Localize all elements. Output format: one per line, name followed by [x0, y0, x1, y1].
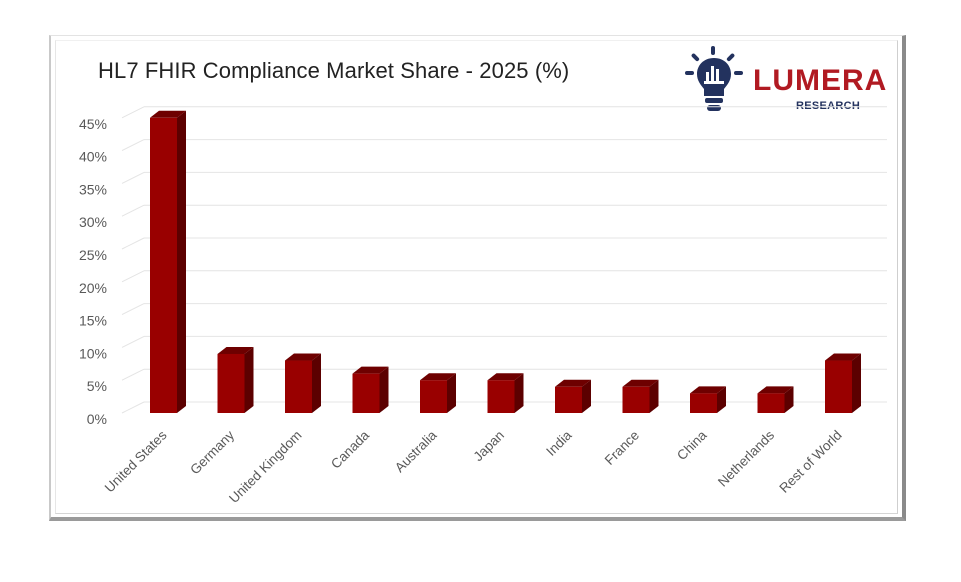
bar-germany	[217, 346, 254, 413]
x-tick-label: Japan	[470, 428, 507, 465]
gridlines	[121, 106, 887, 414]
gridline-depth	[121, 401, 145, 414]
x-tick-label: France	[602, 428, 642, 468]
bar-france	[622, 379, 659, 413]
y-tick-label: 0%	[87, 411, 107, 427]
x-tick-label: Australia	[392, 427, 440, 475]
logo-subtitle: RESEARCH	[796, 100, 861, 112]
chart-frame	[49, 35, 906, 521]
bar-united-kingdom	[285, 353, 321, 413]
gridline-depth	[121, 171, 145, 184]
gridline-depth	[121, 368, 145, 381]
y-tick-label: 20%	[79, 280, 107, 296]
x-tick-label: Canada	[328, 427, 372, 471]
x-tick-label: United States	[102, 427, 170, 495]
bar-netherlands	[757, 386, 794, 413]
bar-japan	[487, 373, 524, 413]
gridline-depth	[121, 106, 145, 119]
y-tick-label: 10%	[79, 345, 107, 361]
x-tick-label: United Kingdom	[226, 428, 305, 507]
y-tick-label: 15%	[79, 313, 107, 329]
gridline-depth	[121, 335, 145, 348]
chart-title: HL7 FHIR Compliance Market Share - 2025 …	[98, 58, 570, 83]
gridline-depth	[121, 139, 145, 152]
bars	[150, 110, 861, 414]
chart-frame-inner-border	[55, 40, 898, 514]
x-tick-label: Netherlands	[715, 427, 777, 489]
gridline-depth	[121, 270, 145, 283]
x-tick-label: Germany	[187, 427, 237, 477]
y-tick-label: 25%	[79, 247, 107, 263]
bar-china	[690, 386, 726, 413]
lightbulb-chart-icon	[685, 46, 743, 111]
gridline-depth	[121, 237, 145, 250]
bar-rest-of-world	[825, 353, 861, 413]
y-tick-label: 35%	[79, 181, 107, 197]
y-tick-label: 40%	[79, 149, 107, 165]
y-tick-label: 5%	[87, 378, 107, 394]
y-axis-ticks: 0% 5% 10% 15% 20% 25% 30% 35% 40% 45%	[79, 116, 107, 427]
bar-canada	[352, 366, 389, 413]
x-tick-label: China	[674, 427, 710, 463]
logo-wordmark: LUMERA	[753, 64, 888, 97]
bar-australia	[420, 373, 456, 413]
y-tick-label: 45%	[79, 116, 107, 132]
x-tick-label: India	[543, 427, 575, 459]
bar-india	[555, 379, 591, 413]
gridline-depth	[121, 303, 145, 316]
x-tick-label: Rest of World	[776, 428, 844, 496]
y-tick-label: 30%	[79, 214, 107, 230]
bar-united-states	[150, 110, 186, 414]
lumera-research-logo: LUMERA RESEARCH	[683, 44, 903, 118]
gridline-depth	[121, 204, 145, 217]
